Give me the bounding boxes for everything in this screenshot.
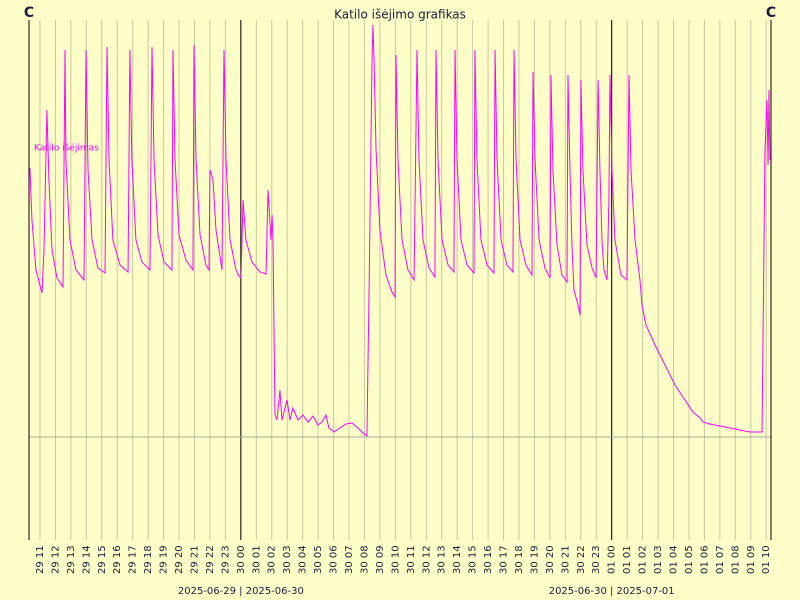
x-tick-label: 30 18 — [514, 545, 525, 574]
x-tick-label: 01 02 — [638, 545, 649, 574]
x-tick-label: 01 00 — [607, 545, 618, 574]
x-tick-label: 30 06 — [329, 545, 340, 574]
x-tick-label: 01 03 — [653, 545, 664, 574]
x-tick-label: 30 17 — [499, 545, 510, 574]
x-tick-label: 30 08 — [359, 545, 370, 574]
x-tick-label: 29 16 — [112, 545, 123, 574]
x-tick-label: 29 15 — [97, 545, 108, 574]
x-tick-label: 01 01 — [622, 545, 633, 574]
x-tick-label: 29 21 — [189, 545, 200, 574]
x-tick-label: 30 16 — [483, 545, 494, 574]
x-tick-label: 29 11 — [35, 545, 46, 574]
x-tick-label: 30 03 — [282, 545, 293, 574]
x-tick-label: 30 09 — [375, 545, 386, 574]
x-tick-label: 29 19 — [159, 545, 170, 574]
y2-axis-label: C — [766, 5, 776, 21]
x-tick-label: 30 19 — [529, 545, 540, 574]
x-tick-label: 30 02 — [267, 545, 278, 574]
x-tick-label: 29 22 — [205, 545, 216, 574]
x-tick-label: 29 12 — [50, 545, 61, 574]
x-tick-label: 30 23 — [591, 545, 602, 574]
x-tick-label: 30 12 — [421, 545, 432, 574]
date-label: 2025-06-29 | 2025-06-30 — [178, 586, 304, 597]
x-tick-label: 29 17 — [128, 545, 139, 574]
x-tick-label: 01 06 — [699, 545, 710, 574]
legend-label: Katilo išėjimas — [34, 143, 99, 154]
x-tick-label: 30 22 — [576, 545, 587, 574]
x-tick-label: 29 13 — [66, 545, 77, 574]
x-tick-label: 30 07 — [344, 545, 355, 574]
date-label: 2025-06-30 | 2025-07-01 — [549, 586, 675, 597]
x-tick-label: 30 00 — [236, 545, 247, 574]
x-tick-label: 30 13 — [437, 545, 448, 574]
x-tick-label: 30 15 — [468, 545, 479, 574]
y-axis-label: C — [24, 5, 34, 21]
x-tick-label: 30 21 — [560, 545, 571, 574]
x-tick-label: 30 11 — [406, 545, 417, 574]
x-tick-label: 01 04 — [668, 545, 679, 574]
chart-title: Katilo išėjimo grafikas — [334, 8, 466, 22]
x-tick-label: 29 23 — [220, 545, 231, 574]
x-tick-label: 01 08 — [730, 545, 741, 574]
x-tick-label: 01 05 — [684, 545, 695, 574]
x-tick-label: 29 20 — [174, 545, 185, 574]
x-tick-label: 30 10 — [390, 545, 401, 574]
x-tick-label: 01 10 — [761, 545, 772, 574]
x-tick-label: 01 07 — [715, 545, 726, 574]
x-tick-label: 30 01 — [251, 545, 262, 574]
x-tick-label: 30 05 — [313, 545, 324, 574]
x-tick-label: 01 09 — [746, 545, 757, 574]
data-line — [29, 24, 771, 437]
x-tick-label: 29 18 — [143, 545, 154, 574]
x-tick-label: 30 14 — [452, 545, 463, 574]
x-tick-label: 30 04 — [298, 545, 309, 574]
x-tick-label: 29 14 — [81, 545, 92, 574]
x-tick-label: 30 20 — [545, 545, 556, 574]
